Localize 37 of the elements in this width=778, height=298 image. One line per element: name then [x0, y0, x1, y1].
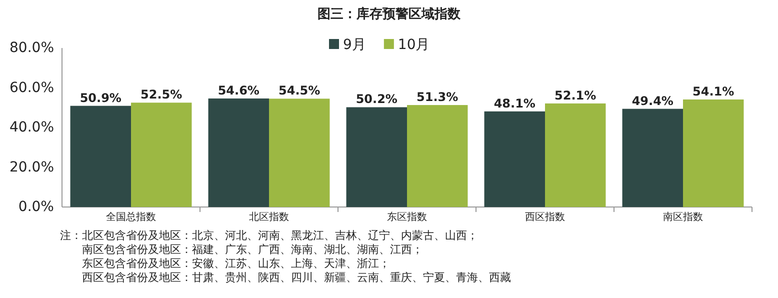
y-tick-label: 0.0%	[18, 199, 54, 215]
data-label: 52.1%	[554, 88, 596, 102]
bar	[208, 98, 269, 207]
legend-label: 9月	[343, 37, 366, 53]
data-label: 54.6%	[218, 83, 260, 98]
y-tick-label: 60.0%	[10, 80, 54, 96]
data-label: 49.4%	[632, 94, 674, 108]
bar	[346, 107, 407, 207]
data-label: 54.5%	[278, 84, 320, 98]
text: 南区包含省份及地区：福建、广东、广西、海南、湖北、湖南、江西；	[82, 243, 423, 256]
data-label: 52.5%	[140, 88, 182, 102]
legend-label: 10月	[398, 37, 430, 53]
y-tick-label: 40.0%	[10, 120, 54, 136]
x-tick-label: 南区指数	[663, 211, 703, 223]
data-label: 48.1%	[494, 96, 536, 110]
y-tick-label: 20.0%	[10, 159, 54, 176]
bar	[545, 103, 606, 207]
text: 东区包含省份及地区：安徽、江苏、山东、上海、天津、浙江；	[82, 257, 390, 270]
data-label: 50.2%	[356, 92, 398, 106]
bar	[269, 98, 330, 207]
bar	[683, 99, 744, 207]
chart-title: 图三：库存预警区域指数	[318, 6, 462, 22]
bar	[407, 105, 468, 207]
text: 注：北区包含省份及地区：北京、河北、河南、黑龙江、吉林、辽宁、内蒙古、山西；	[60, 229, 478, 242]
data-label: 50.9%	[80, 90, 122, 105]
bar	[70, 106, 131, 207]
bar	[484, 111, 545, 207]
x-tick-label: 全国总指数	[106, 211, 156, 223]
data-label: 51.3%	[416, 90, 458, 104]
x-tick-label: 西区指数	[525, 211, 565, 223]
x-tick-label: 东区指数	[387, 211, 427, 223]
bar	[622, 108, 683, 207]
x-tick-label: 北区指数	[249, 211, 289, 223]
bar	[131, 102, 192, 207]
y-tick-label: 80.0%	[10, 40, 54, 56]
text: 西区包含省份及地区：甘肃、贵州、陕西、四川、新疆、云南、重庆、宁夏、青海、西藏	[82, 271, 511, 284]
data-label: 54.1%	[692, 84, 734, 98]
